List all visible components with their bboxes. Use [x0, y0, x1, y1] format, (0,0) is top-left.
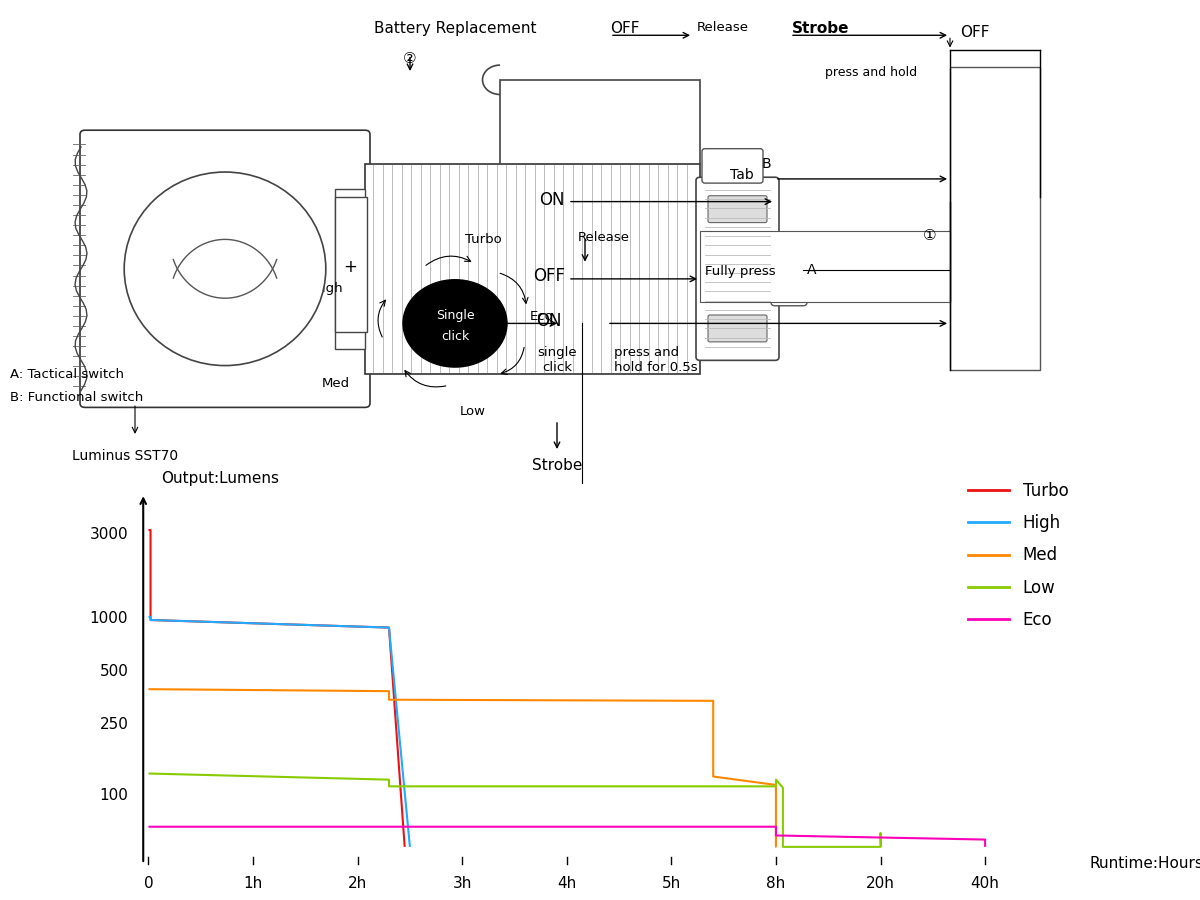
Text: Single: Single: [436, 309, 474, 321]
Text: ①: ①: [923, 228, 937, 243]
Text: ON: ON: [536, 312, 562, 330]
Bar: [950, 68, 1040, 370]
Text: Eco: Eco: [530, 310, 553, 323]
Text: Release: Release: [578, 231, 630, 244]
Text: Turbo: Turbo: [464, 233, 502, 246]
Text: single
click: single click: [538, 346, 577, 374]
FancyBboxPatch shape: [708, 195, 767, 222]
Text: A: Tactical switch: A: Tactical switch: [10, 368, 124, 381]
Text: High: High: [312, 282, 343, 294]
Circle shape: [403, 280, 508, 367]
FancyBboxPatch shape: [696, 177, 779, 360]
Text: Runtime:Hours: Runtime:Hours: [1090, 857, 1200, 871]
Text: Fully press: Fully press: [706, 265, 775, 277]
FancyBboxPatch shape: [708, 315, 767, 342]
Text: ON: ON: [540, 191, 565, 209]
Text: OFF: OFF: [533, 267, 565, 285]
Text: Med: Med: [322, 377, 350, 391]
Bar: [335, 197, 367, 332]
Text: B: Functional switch: B: Functional switch: [10, 391, 143, 403]
Text: click: click: [440, 330, 469, 343]
Text: press and hold: press and hold: [826, 66, 917, 78]
Text: Release: Release: [697, 21, 749, 34]
Text: Luminus SST70: Luminus SST70: [72, 449, 178, 464]
Bar: [700, 231, 950, 302]
Text: ②: ②: [403, 51, 416, 67]
Bar: [335, 189, 365, 348]
Text: OFF: OFF: [960, 25, 990, 40]
FancyBboxPatch shape: [80, 130, 370, 408]
Legend: Turbo, High, Med, Low, Eco: Turbo, High, Med, Low, Eco: [961, 475, 1075, 635]
Text: B: B: [762, 157, 772, 171]
Text: Battery Replacement: Battery Replacement: [373, 21, 536, 36]
FancyBboxPatch shape: [772, 236, 808, 306]
Text: Low: Low: [460, 405, 486, 418]
Text: +: +: [343, 258, 356, 276]
Circle shape: [720, 254, 756, 284]
Text: press and
hold for 0.5s: press and hold for 0.5s: [614, 346, 697, 374]
Text: Tab: Tab: [730, 168, 754, 182]
Ellipse shape: [125, 172, 326, 365]
Bar: [365, 164, 700, 374]
Text: OFF: OFF: [610, 21, 640, 36]
Text: Output:Lumens: Output:Lumens: [161, 471, 280, 486]
Text: Strobe: Strobe: [532, 458, 582, 473]
FancyBboxPatch shape: [702, 148, 763, 183]
Text: A: A: [808, 264, 816, 277]
Text: Strobe: Strobe: [792, 21, 850, 36]
